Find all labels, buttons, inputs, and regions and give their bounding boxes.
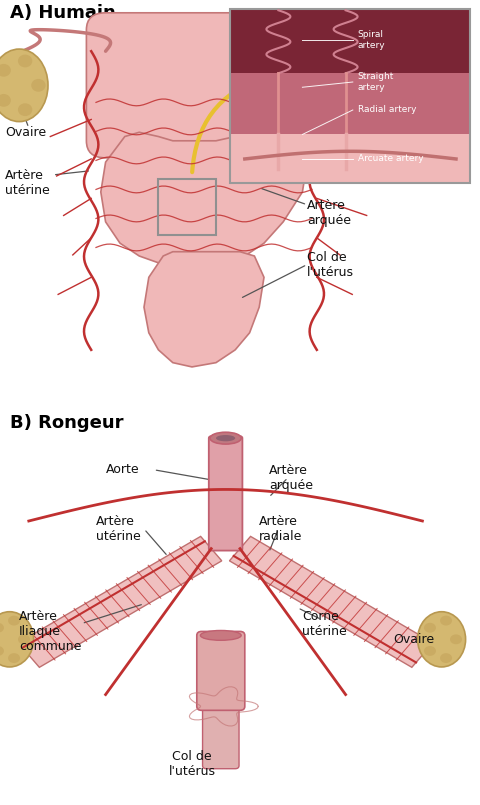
Ellipse shape — [216, 435, 235, 441]
Text: Artère
radiale: Artère radiale — [259, 515, 302, 543]
Text: Artère
utérine: Artère utérine — [5, 170, 49, 197]
Ellipse shape — [450, 634, 462, 644]
Ellipse shape — [395, 64, 409, 76]
Ellipse shape — [8, 653, 20, 663]
Ellipse shape — [210, 432, 241, 444]
Ellipse shape — [0, 646, 4, 656]
Text: Corne
utérine: Corne utérine — [302, 609, 347, 638]
FancyBboxPatch shape — [230, 134, 470, 184]
Ellipse shape — [0, 612, 34, 667]
Text: Col de
l'utérus: Col de l'utérus — [307, 250, 354, 279]
Text: Ovaire: Ovaire — [394, 633, 435, 646]
Polygon shape — [229, 536, 433, 667]
Text: Artère
utérine: Artère utérine — [96, 515, 141, 543]
Text: Spiral
artery: Spiral artery — [358, 31, 385, 50]
Ellipse shape — [416, 55, 431, 68]
Text: Radial artery: Radial artery — [358, 105, 416, 114]
FancyBboxPatch shape — [230, 9, 470, 73]
FancyBboxPatch shape — [197, 631, 245, 710]
Text: Artère
Iliaque
commune: Artère Iliaque commune — [19, 610, 82, 653]
Ellipse shape — [8, 616, 20, 625]
Ellipse shape — [18, 634, 30, 644]
Ellipse shape — [0, 623, 4, 633]
Ellipse shape — [18, 55, 32, 68]
Ellipse shape — [418, 612, 466, 667]
Ellipse shape — [416, 103, 431, 116]
Ellipse shape — [440, 653, 452, 663]
FancyBboxPatch shape — [209, 436, 242, 551]
Text: Ovaire: Ovaire — [5, 126, 46, 138]
Text: Col de
l'utérus: Col de l'utérus — [168, 749, 216, 778]
Text: Artère
arquée: Artère arquée — [269, 464, 313, 492]
Ellipse shape — [31, 79, 46, 92]
Polygon shape — [18, 536, 222, 667]
Ellipse shape — [389, 49, 446, 122]
Ellipse shape — [430, 79, 444, 92]
Ellipse shape — [0, 64, 11, 76]
Ellipse shape — [0, 49, 48, 122]
Ellipse shape — [440, 616, 452, 625]
Text: Arcuate artery: Arcuate artery — [358, 155, 423, 163]
Ellipse shape — [424, 623, 436, 633]
FancyBboxPatch shape — [230, 73, 470, 134]
FancyBboxPatch shape — [86, 13, 326, 158]
Text: Artère
arquée: Artère arquée — [307, 200, 351, 227]
Text: A) Humain: A) Humain — [10, 4, 115, 23]
FancyBboxPatch shape — [203, 700, 239, 769]
Polygon shape — [101, 128, 307, 269]
Polygon shape — [144, 252, 264, 367]
Ellipse shape — [18, 103, 32, 116]
Text: Straight
artery: Straight artery — [358, 72, 394, 92]
Text: B) Rongeur: B) Rongeur — [10, 415, 123, 432]
Ellipse shape — [424, 646, 436, 656]
Ellipse shape — [201, 630, 241, 640]
Text: Aorte: Aorte — [106, 463, 139, 477]
Ellipse shape — [0, 94, 11, 107]
Ellipse shape — [395, 94, 409, 107]
